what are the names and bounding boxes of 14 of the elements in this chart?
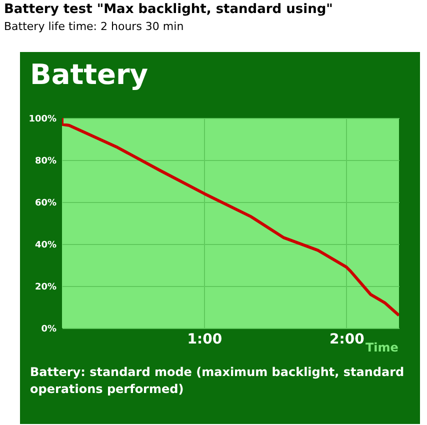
chart-subtitle: Battery life time: 2 hours 30 min	[3, 19, 185, 33]
y-tick-label: 20%	[34, 282, 56, 292]
text: Battery: standard mode (maximum backlight, standard operations performed)	[30, 364, 406, 398]
line-series	[62, 118, 399, 317]
y-tick-label: 100%	[28, 114, 56, 124]
y-tick-label: 0%	[41, 324, 56, 334]
y-tick-label: 60%	[34, 198, 56, 208]
x-axis-title: Time	[366, 340, 398, 354]
text: Battery	[29, 57, 150, 93]
y-tick-label: 40%	[34, 240, 56, 250]
y-tick-label: 80%	[34, 156, 56, 166]
x-tick-label: 2:00	[329, 332, 365, 348]
chart-title: Battery test "Max backlight, standard using"	[3, 1, 334, 17]
x-tick-label: 1:00	[187, 332, 222, 348]
